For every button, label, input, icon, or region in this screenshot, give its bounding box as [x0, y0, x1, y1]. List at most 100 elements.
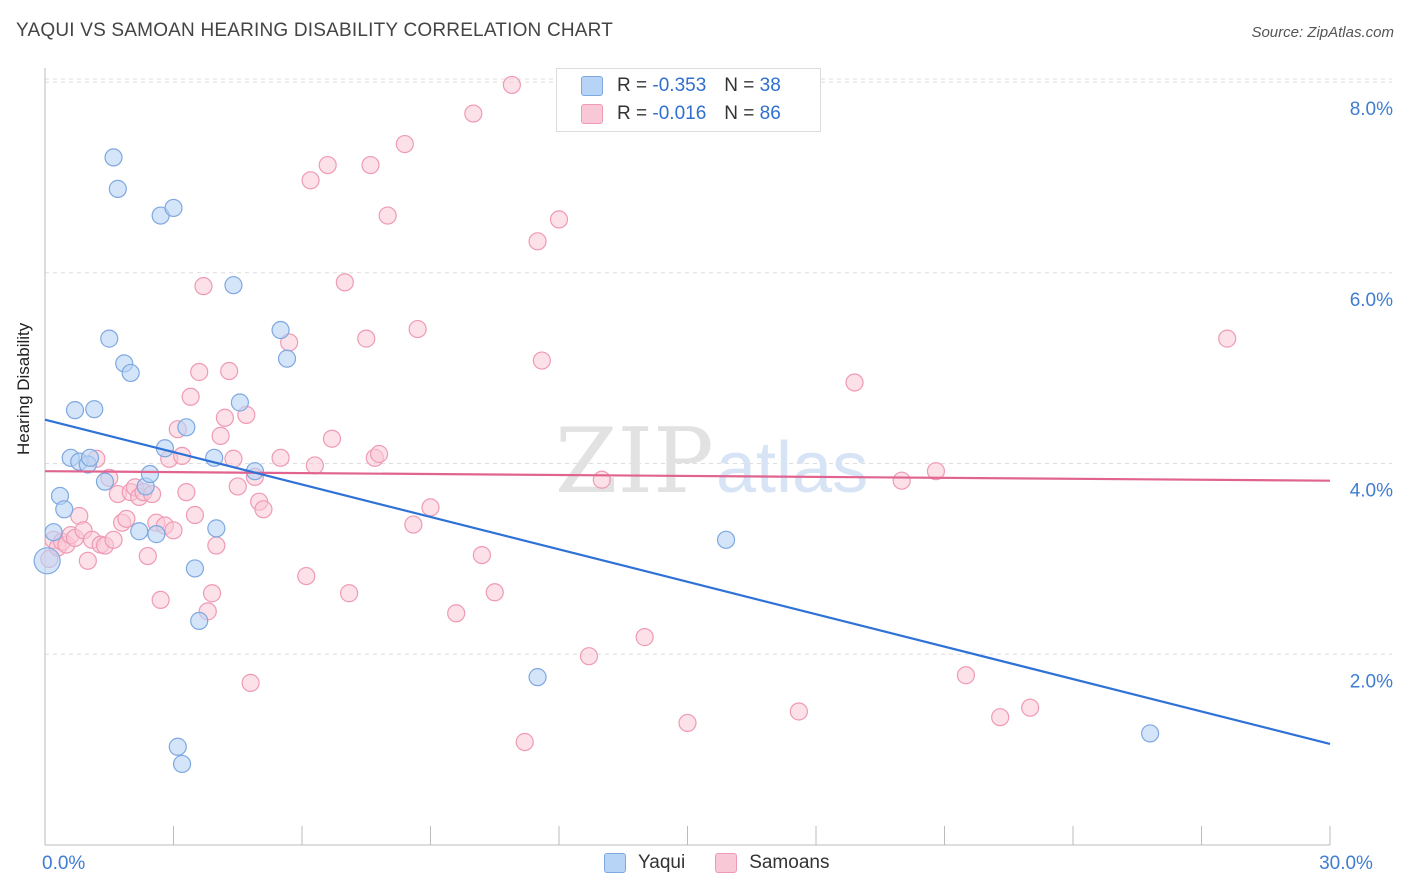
yaqui-point [185, 559, 205, 578]
samoans-point [395, 134, 414, 154]
samoans-n-value: 86 [759, 103, 781, 124]
samoans-point [845, 373, 864, 392]
legend-row-samoans: R = -0.016 N = 86 [581, 101, 781, 127]
yaqui-point [172, 754, 192, 774]
samoans-point [361, 155, 380, 175]
samoans-point [1218, 329, 1237, 348]
axes [44, 68, 1331, 846]
samoans-point [892, 471, 911, 490]
yaqui-point [230, 393, 249, 412]
watermark: ZIP atlas [555, 409, 868, 514]
samoans-point [370, 444, 389, 464]
y-tick-label: 6.0% [1350, 290, 1393, 311]
y-axis-label: Hearing Disability [14, 322, 33, 455]
yaqui-point [1140, 724, 1160, 743]
samoans-point [202, 584, 222, 603]
samoans-point [181, 387, 200, 406]
samoans-swatch [581, 104, 603, 124]
samoans-point [220, 361, 239, 381]
yaqui-point [108, 179, 127, 198]
yaqui-point [95, 472, 115, 491]
samoans-r-label: R = [617, 103, 648, 124]
samoans-point [241, 673, 260, 692]
yaqui-point [121, 363, 140, 383]
samoans-point [138, 546, 157, 566]
samoans-point [991, 708, 1010, 727]
yaqui-point [164, 198, 183, 218]
series-legend: Yaqui Samoans [604, 852, 829, 874]
y-tick-label: 4.0% [1350, 481, 1393, 502]
yaqui-n-value: 38 [759, 75, 781, 96]
samoans-point [305, 456, 324, 475]
samoans-point [177, 483, 196, 502]
samoans-point [271, 448, 290, 467]
samoans-point [502, 75, 521, 95]
samoans-point [211, 426, 230, 445]
samoans-point [301, 171, 320, 190]
samoans-point [378, 206, 397, 225]
yaqui-point [65, 401, 85, 420]
samoans-point [215, 408, 234, 427]
samoans-point [421, 498, 440, 517]
yaqui-swatch [581, 76, 603, 96]
chart-title: YAQUI VS SAMOAN HEARING DISABILITY CORRE… [16, 20, 614, 41]
x-tick-label: 30.0% [1319, 853, 1373, 874]
yaqui-point [277, 349, 297, 368]
yaqui-point [80, 448, 100, 467]
yaqui-point [104, 148, 123, 167]
samoans-point [485, 583, 504, 602]
samoans-point [635, 628, 654, 647]
samoans-point [1021, 698, 1040, 717]
yaqui-point [207, 519, 226, 538]
yaqui-legend-swatch [604, 853, 626, 873]
correlation-legend: R = -0.353 N = 38 R = -0.016 N = 86 [556, 68, 821, 132]
samoans-point [164, 521, 183, 540]
samoans-point [472, 545, 491, 565]
yaqui-point [190, 611, 209, 630]
yaqui-legend-label: Yaqui [638, 852, 686, 873]
yaqui-point [140, 464, 160, 484]
yaqui-points [33, 148, 1160, 774]
legend-row-yaqui: R = -0.353 N = 38 [581, 73, 781, 99]
yaqui-point [528, 668, 547, 687]
samoans-point [532, 351, 551, 370]
samoans-r-value: -0.016 [652, 103, 707, 124]
yaqui-point [44, 523, 63, 542]
watermark-atlas: atlas [716, 428, 868, 508]
samoans-point [789, 702, 808, 721]
grid [45, 78, 1392, 655]
tick-labels: 2.0% 4.0% 6.0% 8.0% 0.0% 30.0% [42, 99, 1393, 874]
watermark-zip: ZIP [555, 409, 714, 514]
samoans-point [228, 477, 247, 496]
yaqui-point [716, 530, 736, 549]
samoans-legend-label: Samoans [749, 852, 830, 873]
samoans-point [464, 104, 483, 123]
samoans-point [956, 666, 976, 685]
yaqui-point [147, 525, 166, 544]
samoans-point [151, 590, 170, 610]
yaqui-n-label: N = [724, 75, 755, 96]
yaqui-r-value: -0.353 [652, 75, 707, 96]
samoans-point [335, 273, 354, 292]
samoans-point [515, 732, 534, 752]
samoans-point [207, 536, 226, 555]
y-tick-label: 8.0% [1350, 99, 1393, 120]
x-tick-label: 0.0% [42, 853, 85, 874]
samoans-legend-swatch [715, 853, 738, 873]
samoans-point [318, 155, 337, 175]
samoans-point [78, 551, 97, 570]
yaqui-point [224, 276, 243, 295]
samoans-point [185, 505, 205, 525]
trend-lines [44, 418, 1331, 745]
yaqui-point [177, 418, 196, 437]
samoans-point [297, 566, 316, 586]
yaqui-point [130, 522, 149, 541]
samoans-point [194, 277, 213, 296]
samoans-point [254, 500, 273, 519]
yaqui-point [271, 320, 290, 340]
samoans-point [549, 210, 569, 229]
samoans-point [528, 232, 547, 251]
yaqui-point [168, 737, 187, 756]
samoans-point [678, 713, 697, 733]
